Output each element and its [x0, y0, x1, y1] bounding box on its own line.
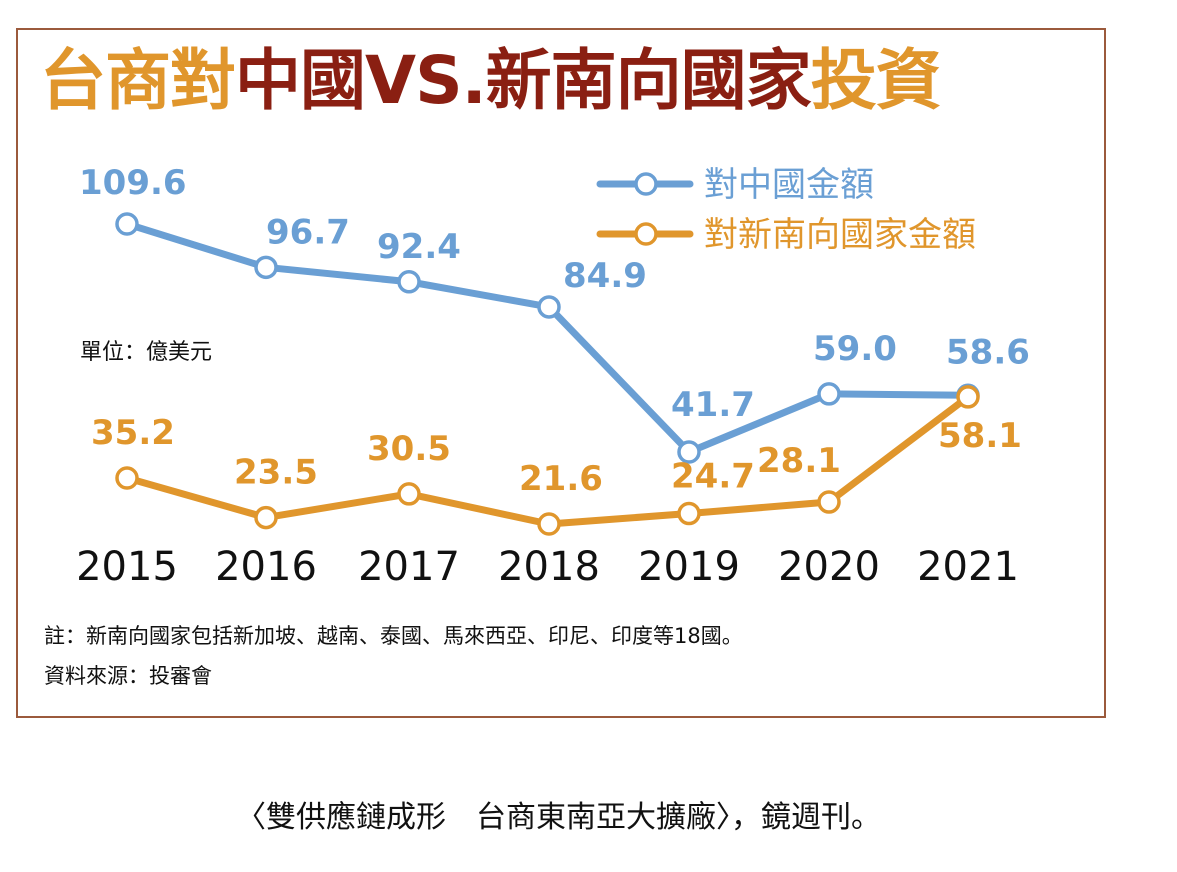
source-note: 資料來源：投審會 — [44, 664, 212, 688]
title-part-1: 台商對 — [40, 42, 236, 119]
data-label: 84.9 — [563, 256, 647, 296]
data-point — [956, 385, 980, 409]
caption: 〈雙供應鏈成形 台商東南亞大擴廠〉，鏡週刊。 — [236, 800, 881, 835]
legend-marker — [634, 222, 658, 246]
data-point — [254, 505, 278, 530]
data-point — [397, 482, 421, 506]
x-tick-label: 2021 — [917, 544, 1019, 590]
legend-label: 對中國金額 — [704, 165, 874, 205]
data-label: 59.0 — [813, 329, 897, 369]
data-point — [397, 270, 421, 294]
data-point — [537, 512, 561, 536]
data-label: 35.2 — [91, 413, 175, 453]
unit-label: 單位：億美元 — [80, 340, 213, 365]
data-label: 41.7 — [671, 385, 755, 425]
data-point — [254, 255, 278, 280]
data-label: 58.6 — [946, 332, 1030, 372]
data-label: 96.7 — [266, 212, 350, 252]
data-label: 58.1 — [938, 416, 1022, 456]
data-label: 28.1 — [757, 441, 841, 481]
title-part-3: 投資 — [810, 42, 942, 119]
data-label: 92.4 — [377, 227, 461, 267]
data-label: 24.7 — [671, 457, 755, 497]
x-tick-label: 2019 — [638, 544, 740, 590]
x-tick-label: 2018 — [498, 544, 600, 590]
data-label: 109.6 — [79, 163, 187, 203]
data-point — [817, 490, 841, 514]
x-tick-label: 2017 — [358, 544, 460, 590]
data-label: 21.6 — [519, 459, 603, 499]
title-part-2: 中國VS.新南向國家 — [235, 42, 812, 119]
data-point — [537, 295, 561, 319]
chart-title: 台商對中國VS.新南向國家投資 — [40, 48, 942, 114]
data-point — [677, 501, 701, 526]
data-label: 30.5 — [367, 429, 451, 469]
data-point — [115, 212, 139, 236]
data-point — [677, 440, 701, 464]
legend-label: 對新南向國家金額 — [704, 215, 976, 255]
chart-frame — [16, 28, 1106, 718]
x-tick-label: 2015 — [76, 544, 178, 590]
footnote: 註：新南向國家包括新加坡、越南、泰國、馬來西亞、印尼、印度等18國。 — [44, 624, 743, 648]
data-label: 23.5 — [234, 453, 318, 493]
data-point — [817, 382, 841, 406]
x-tick-label: 2020 — [778, 544, 880, 590]
x-tick-label: 2016 — [215, 544, 317, 590]
data-point — [115, 466, 139, 490]
legend-marker — [634, 172, 658, 196]
